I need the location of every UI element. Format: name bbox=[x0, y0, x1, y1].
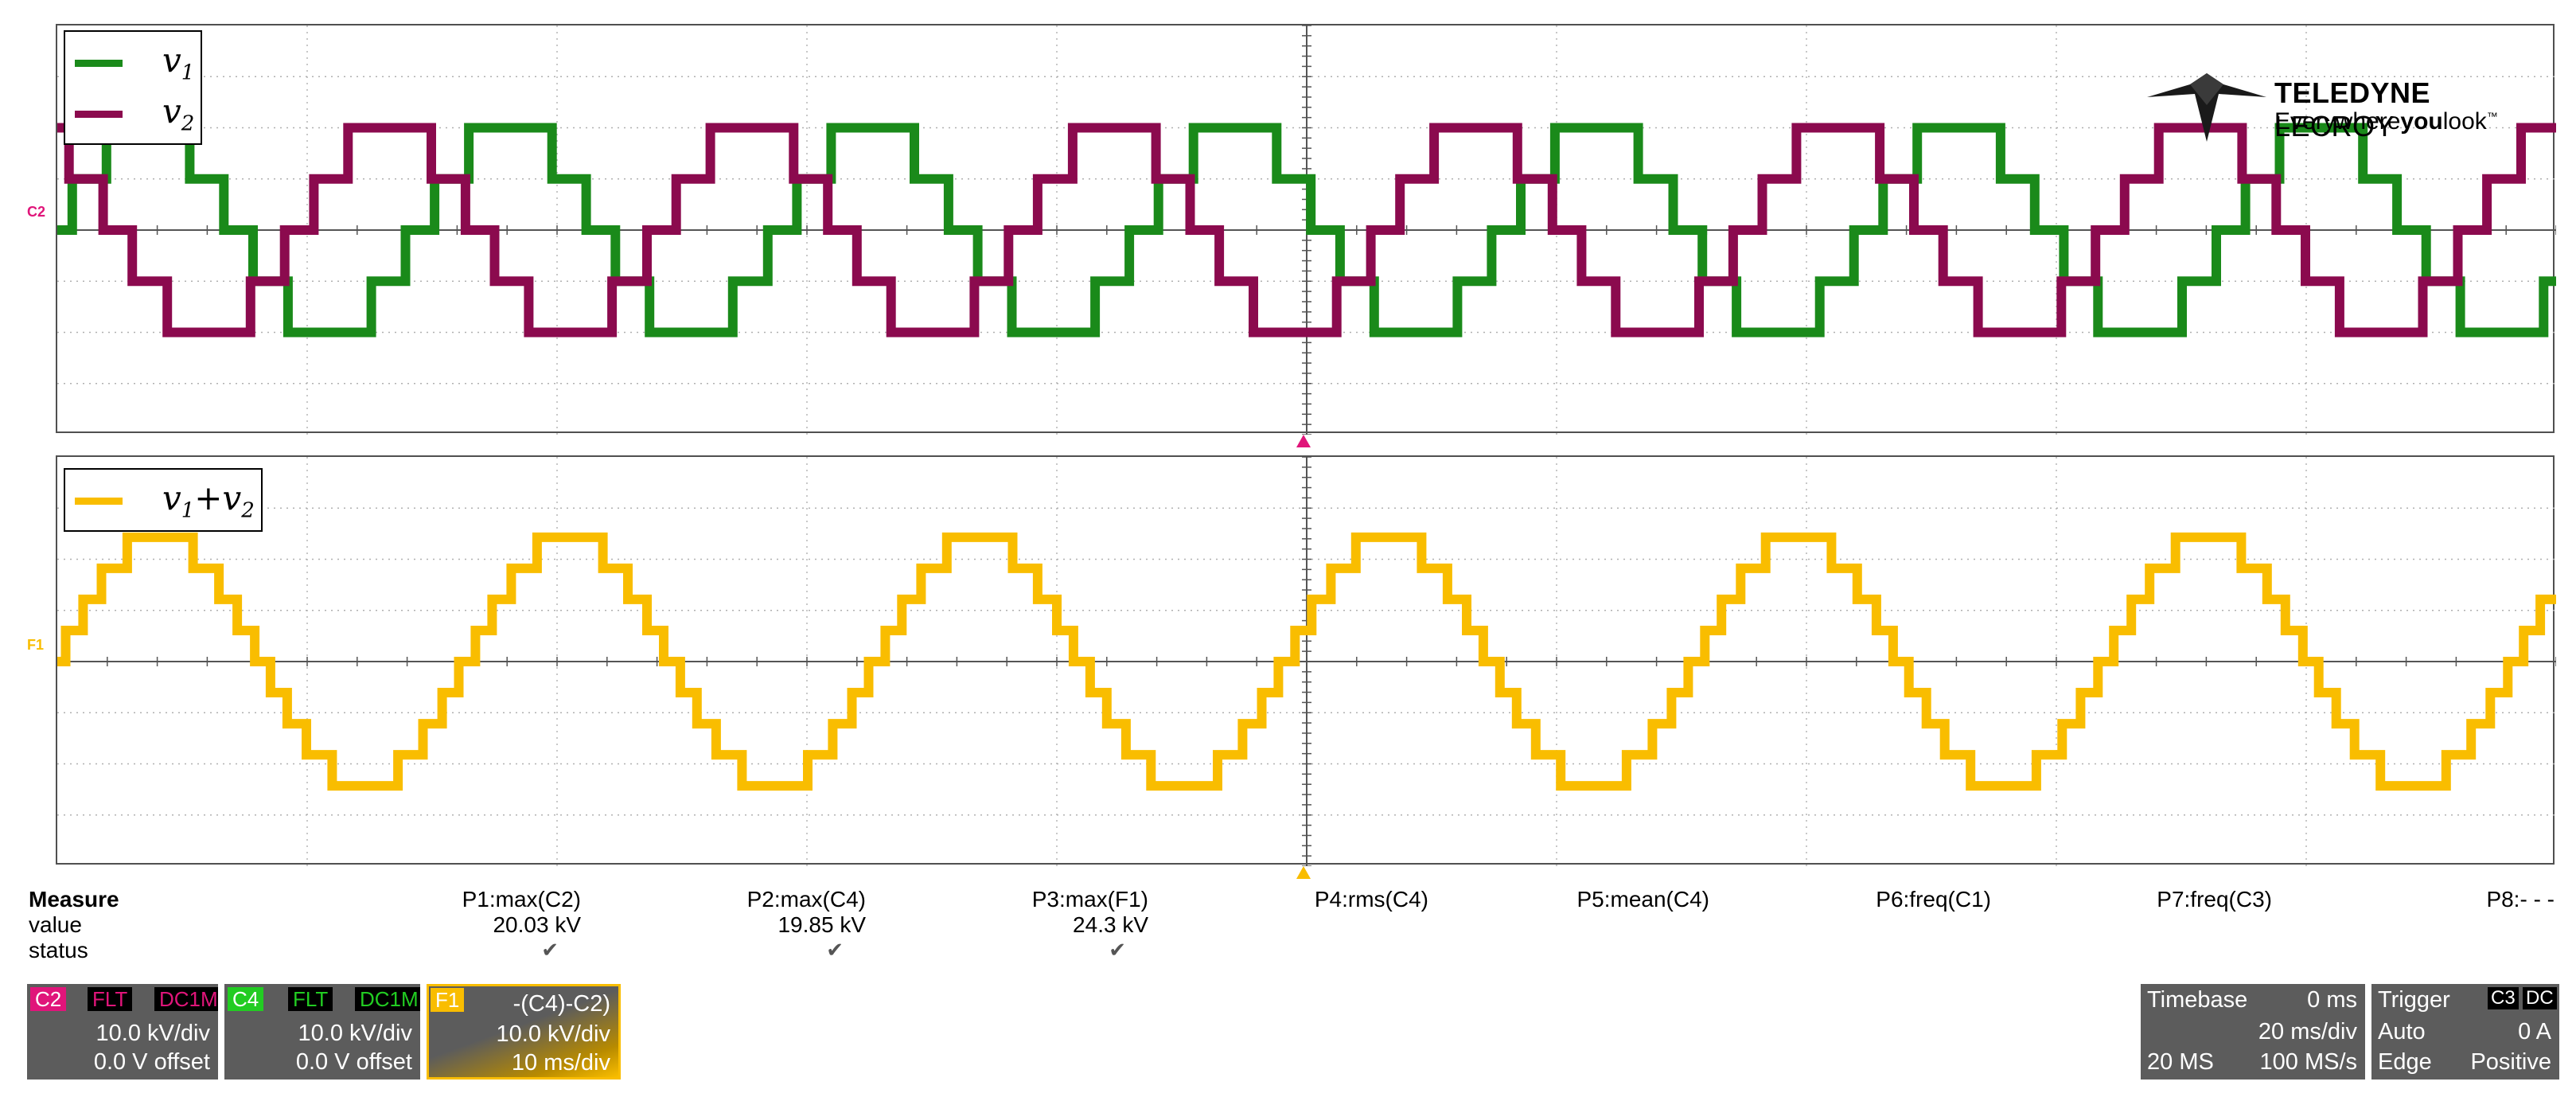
top-legend: v1 v2 bbox=[64, 30, 202, 145]
measure-param-status bbox=[2292, 938, 2555, 963]
measure-param-status bbox=[1728, 938, 1991, 963]
timebase-f1: 10 ms/div bbox=[511, 1050, 610, 1076]
trigger-source-badge: C3 bbox=[2488, 987, 2519, 1009]
timebase-samples: 20 MS bbox=[2147, 1049, 2214, 1075]
channel-id-c4: C4 bbox=[228, 987, 264, 1011]
trigger-type: Edge bbox=[2378, 1049, 2432, 1075]
measure-param-value bbox=[1166, 912, 1428, 938]
scale-c4: 10.0 kV/div bbox=[298, 1021, 412, 1046]
timebase-label: Timebase bbox=[2147, 987, 2248, 1013]
measure-param-status: ✔ bbox=[826, 938, 844, 962]
measure-param-status: ✔ bbox=[1109, 938, 1126, 962]
legend-label-v2: v2 bbox=[162, 92, 195, 136]
teledyne-lecroy-logo: TELEDYNE LECROY Everywhereyoulook™ bbox=[2147, 73, 2529, 145]
trace-v1-v2 bbox=[57, 532, 2556, 791]
measure-param-value bbox=[1728, 912, 1991, 938]
trigger-level: 0 A bbox=[2518, 1019, 2551, 1044]
measure-column-p5[interactable]: P5:mean(C4) bbox=[1447, 887, 1709, 963]
measure-row-value-label: value bbox=[29, 912, 82, 937]
trigger-label: Trigger bbox=[2378, 987, 2450, 1013]
bottom-legend: v1+v2 bbox=[64, 468, 263, 532]
legend-swatch-v2 bbox=[75, 110, 123, 118]
legend-label-v1: v1 bbox=[162, 41, 195, 85]
measure-column-p2[interactable]: P2:max(C4) 19.85 kV ✔ bbox=[603, 887, 866, 963]
brand-name: TELEDYNE LECROY bbox=[2274, 76, 2431, 143]
measure-param-value bbox=[2292, 912, 2555, 938]
measure-column-p4[interactable]: P4:rms(C4) bbox=[1166, 887, 1428, 963]
channel-descriptor-c2[interactable]: C2 FLT DC1M 10.0 kV/div 0.0 V offset bbox=[27, 984, 218, 1080]
measure-param-value: 24.3 kV bbox=[1073, 912, 1148, 937]
measure-column-p7[interactable]: P7:freq(C3) bbox=[2009, 887, 2272, 963]
channel-id-c2: C2 bbox=[30, 987, 67, 1011]
legend-item-sum: v1+v2 bbox=[75, 478, 255, 523]
measure-param-name: P6:freq(C1) bbox=[1876, 887, 1991, 912]
timebase-descriptor[interactable]: Timebase 0 ms 20 ms/div 20 MS 100 MS/s bbox=[2141, 984, 2365, 1080]
top-waveform-plot bbox=[57, 25, 2556, 435]
trigger-position-marker-bottom bbox=[1296, 866, 1311, 879]
legend-label-sum: v1+v2 bbox=[162, 478, 255, 523]
math-expression-f1: -(C4)-C2) bbox=[512, 991, 610, 1017]
math-descriptor-f1[interactable]: F1 -(C4)-C2) 10.0 kV/div 10 ms/div bbox=[427, 984, 621, 1080]
coupling-badge-c4: DC1M bbox=[355, 987, 420, 1011]
measure-param-value bbox=[2009, 912, 2272, 938]
legend-item-v2: v2 bbox=[75, 92, 195, 136]
measure-column-p8[interactable]: P8:- - - bbox=[2292, 887, 2555, 963]
coupling-badge-c2: DC1M bbox=[154, 987, 218, 1011]
bottom-waveform-panel[interactable]: v1+v2 bbox=[56, 455, 2556, 866]
measure-param-name: P8:- - - bbox=[2486, 887, 2555, 912]
measure-param-name: P1:max(C2) bbox=[462, 887, 581, 912]
trigger-descriptor[interactable]: Trigger C3 DC Auto 0 A Edge Positive bbox=[2371, 984, 2559, 1080]
channel-marker-f1: F1 bbox=[27, 637, 45, 653]
trigger-position-marker-top bbox=[1296, 435, 1311, 447]
measure-table: Measure value status P1:max(C2) 20.03 kV ✔… bbox=[0, 887, 2576, 982]
teledyne-logo-icon bbox=[2147, 73, 2266, 142]
trigger-slope: Positive bbox=[2470, 1049, 2551, 1075]
trace-v2 bbox=[57, 123, 2556, 338]
timebase-sample-rate: 100 MS/s bbox=[2259, 1049, 2358, 1075]
measure-param-value bbox=[1447, 912, 1709, 938]
legend-swatch-v1 bbox=[75, 59, 123, 67]
measure-param-name: P3:max(F1) bbox=[1031, 887, 1148, 912]
scale-c2: 10.0 kV/div bbox=[95, 1021, 210, 1046]
measure-param-name: P4:rms(C4) bbox=[1314, 887, 1428, 912]
measure-column-p6[interactable]: P6:freq(C1) bbox=[1728, 887, 1991, 963]
measure-param-status: ✔ bbox=[541, 938, 559, 962]
measure-param-status bbox=[1166, 938, 1428, 963]
trigger-mode: Auto bbox=[2378, 1019, 2426, 1044]
filter-badge-c4: FLT bbox=[288, 987, 333, 1011]
measure-param-name: P2:max(C4) bbox=[746, 887, 866, 912]
measure-param-status bbox=[1447, 938, 1709, 963]
measure-param-name: P5:mean(C4) bbox=[1576, 887, 1709, 912]
bottom-waveform-plot bbox=[57, 457, 2556, 866]
timebase-per-div: 20 ms/div bbox=[2258, 1019, 2357, 1044]
graticule bbox=[57, 457, 2556, 866]
scale-f1: 10.0 kV/div bbox=[496, 1021, 610, 1047]
measure-column-p1[interactable]: P1:max(C2) 20.03 kV ✔ bbox=[318, 887, 581, 963]
measure-row-status-label: status bbox=[29, 938, 88, 962]
legend-item-v1: v1 bbox=[75, 41, 195, 85]
channel-descriptor-c4[interactable]: C4 FLT DC1M 10.0 kV/div 0.0 V offset bbox=[224, 984, 420, 1080]
timebase-delay: 0 ms bbox=[2307, 987, 2357, 1013]
trigger-coupling-badge: DC bbox=[2523, 987, 2557, 1009]
measure-param-value: 20.03 kV bbox=[493, 912, 581, 937]
channel-marker-c2: C2 bbox=[27, 204, 46, 220]
offset-c2: 0.0 V offset bbox=[93, 1049, 210, 1075]
measure-param-value: 19.85 kV bbox=[777, 912, 866, 937]
legend-swatch-sum bbox=[75, 497, 123, 505]
measure-param-status bbox=[2009, 938, 2272, 963]
top-waveform-panel[interactable]: v1 v2 TELEDYNE LECROY Everywhereyoulook™ bbox=[56, 24, 2556, 435]
measure-title: Measure bbox=[29, 887, 119, 912]
filter-badge-c2: FLT bbox=[88, 987, 133, 1011]
measure-param-name: P7:freq(C3) bbox=[2157, 887, 2272, 912]
brand-tagline: Everywhereyoulook™ bbox=[2274, 108, 2498, 135]
math-id-f1: F1 bbox=[431, 988, 465, 1012]
measure-column-p3[interactable]: P3:max(F1) 24.3 kV ✔ bbox=[886, 887, 1148, 963]
offset-c4: 0.0 V offset bbox=[295, 1049, 412, 1075]
